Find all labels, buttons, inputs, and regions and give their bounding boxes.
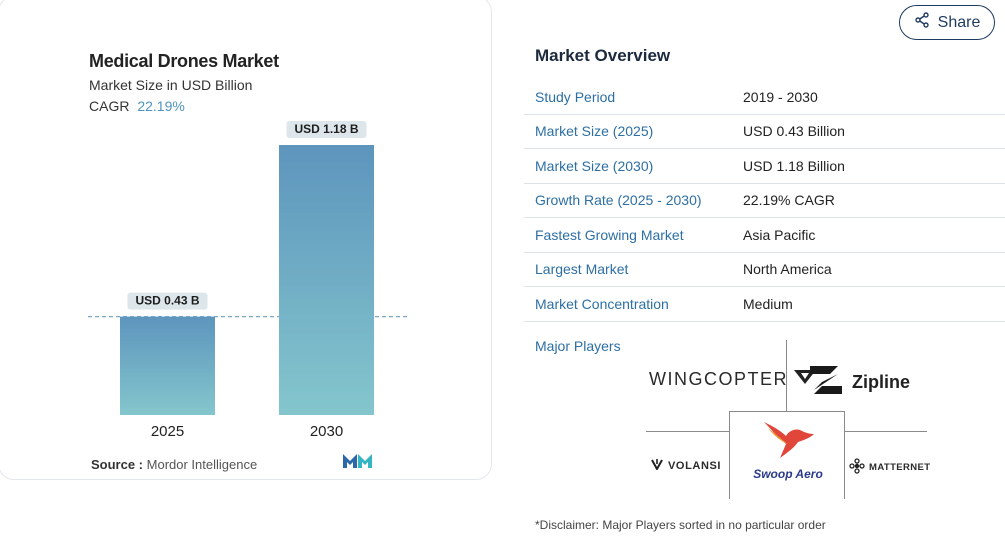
cagr-value: 22.19%	[137, 98, 185, 114]
overview-row: Largest Market North America	[524, 253, 1005, 287]
overview-row: Growth Rate (2025 - 2030) 22.19% CAGR	[524, 184, 1005, 218]
share-icon	[914, 12, 930, 33]
tick-label-2025: 2025	[151, 423, 184, 440]
source-prefix: Source :	[91, 457, 144, 472]
data-label-2025: USD 0.43 B	[135, 294, 199, 308]
data-label-bg-2030	[286, 121, 367, 138]
overview-value: 22.19% CAGR	[743, 192, 835, 209]
zipline-wordmark: Zipline	[852, 372, 910, 392]
overview-key: Largest Market	[535, 261, 629, 278]
overview-key: Growth Rate (2025 - 2030)	[535, 192, 702, 209]
zipline-mark-icon	[808, 364, 844, 401]
chart-subtitle: Market Size in USD Billion	[89, 77, 253, 93]
matternet-wordmark: MATTERNET	[869, 462, 931, 473]
overview-value: North America	[743, 261, 832, 278]
overview-key: Market Size (2030)	[535, 157, 654, 174]
bar-2025	[120, 316, 215, 415]
swoop-aero-logo: Swoop Aero	[741, 418, 835, 481]
bar-2030	[279, 145, 374, 415]
mordor-logo-icon	[343, 454, 373, 473]
share-button[interactable]: Share	[899, 5, 995, 40]
overview-value: Medium	[743, 295, 793, 312]
data-label-bg-2025	[127, 292, 208, 310]
overview-key: Fastest Growing Market	[535, 226, 684, 243]
cagr-label: CAGR	[89, 98, 130, 114]
overview-row: Market Size (2025) USD 0.43 Billion	[524, 115, 1005, 149]
matternet-mark-icon	[849, 458, 865, 477]
overview-row: Market Concentration Medium	[524, 287, 1005, 322]
volansi-wordmark: VOLANSI	[668, 459, 722, 472]
chart-title: Medical Drones Market	[89, 51, 279, 71]
swoop-bird-icon	[758, 422, 818, 468]
overview-key: Market Size (2025)	[535, 123, 654, 140]
swoop-logo-frame	[729, 411, 845, 499]
chart-cagr: CAGR 22.19%	[89, 98, 185, 114]
overview-value: USD 1.18 Billion	[743, 157, 845, 174]
overview-title: Market Overview	[535, 46, 671, 65]
overview-value: Asia Pacific	[743, 226, 816, 243]
wingcopter-wordmark: WINGCOPTER	[649, 369, 788, 389]
share-label: Share	[937, 13, 981, 31]
overview-value: USD 0.43 Billion	[743, 123, 845, 140]
bar-chart: USD 0.43 B 2025 USD 1.18 B 2030	[88, 121, 408, 440]
zipline-logo: Zipline	[808, 364, 910, 401]
chart-card	[0, 0, 492, 480]
matternet-logo: MATTERNET	[849, 458, 930, 477]
data-label-2030: USD 1.18 B	[294, 122, 358, 136]
wingcopter-logo: WINGCOPTER	[649, 369, 816, 390]
swoop-wordmark: Swoop Aero	[753, 467, 823, 481]
overview-table: Study Period 2019 - 2030 Market Size (20…	[524, 80, 1005, 322]
overview-row: Market Size (2030) USD 1.18 Billion	[524, 149, 1005, 184]
overview-value: 2019 - 2030	[743, 88, 818, 105]
overview-row: Fastest Growing Market Asia Pacific	[524, 218, 1005, 253]
source-name: Mordor Intelligence	[146, 457, 258, 472]
volansi-logo: VOLANSI	[651, 458, 721, 473]
volansi-mark-icon	[651, 458, 663, 473]
major-players-label: Major Players	[535, 338, 621, 354]
tick-label-2030: 2030	[310, 423, 343, 440]
overview-key: Market Concentration	[535, 295, 669, 312]
source-line: Source : Mordor Intelligence	[91, 457, 257, 472]
overview-key: Study Period	[535, 88, 616, 105]
disclaimer-text: *Disclaimer: Major Players sorted in no …	[535, 518, 826, 532]
overview-row: Study Period 2019 - 2030	[524, 80, 1005, 115]
